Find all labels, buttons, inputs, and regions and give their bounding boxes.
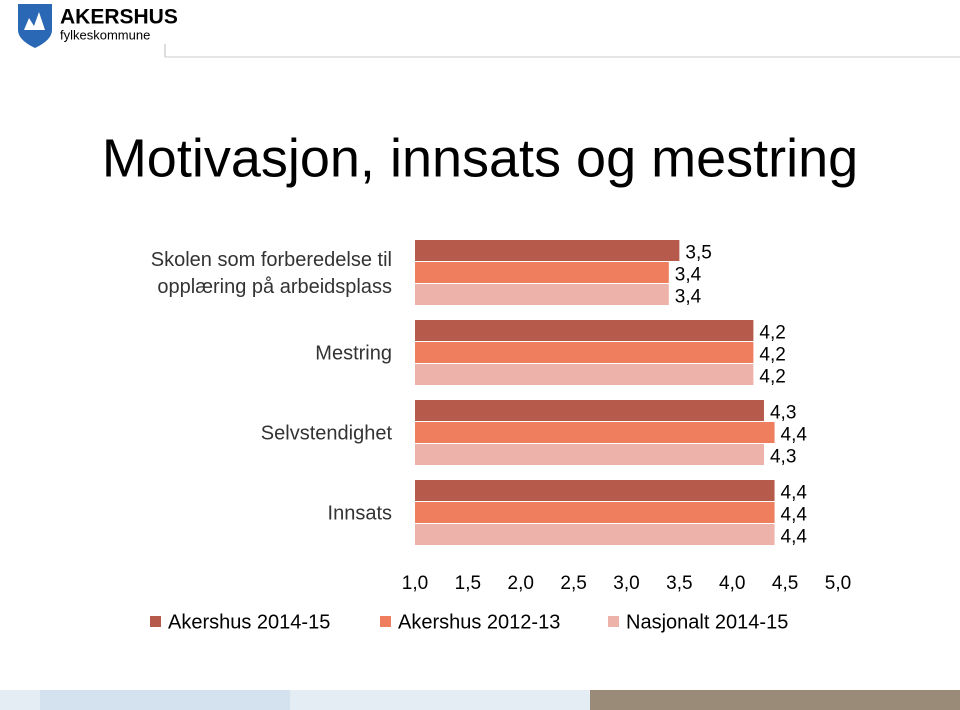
logo-mark — [24, 12, 45, 30]
legend-swatch — [608, 616, 619, 627]
legend-label: Akershus 2014-15 — [168, 611, 330, 633]
chart-title: Motivasjon, innsats og mestring — [102, 128, 858, 188]
x-tick-label: 1,0 — [402, 573, 428, 594]
x-tick-label: 3,0 — [613, 573, 639, 594]
legend-label: Nasjonalt 2014-15 — [626, 611, 788, 633]
bar — [415, 364, 754, 385]
brand: AKERSHUS — [60, 6, 178, 29]
value-label: 4,2 — [759, 323, 785, 344]
brand-sub: fylkeskommune — [60, 27, 150, 42]
category-label: Skolen som forberedelse til opplæring på… — [150, 248, 392, 298]
value-label: 4,4 — [781, 483, 808, 504]
value-label: 4,3 — [770, 447, 796, 468]
bar — [415, 444, 764, 465]
footer-photo — [590, 690, 960, 710]
footer-block — [40, 690, 290, 710]
bar — [415, 320, 754, 341]
x-tick-label: 2,5 — [560, 573, 586, 594]
x-tick-label: 4,0 — [719, 573, 745, 594]
category-label: Mestring — [315, 342, 392, 364]
category-label: Innsats — [327, 502, 392, 524]
value-label: 3,5 — [685, 243, 711, 264]
x-tick-label: 5,0 — [825, 573, 851, 594]
bar — [415, 524, 775, 545]
x-tick-label: 4,5 — [772, 573, 798, 594]
bar — [415, 400, 764, 421]
bar — [415, 262, 669, 283]
bar — [415, 502, 775, 523]
value-label: 4,4 — [781, 505, 808, 526]
x-tick-label: 3,5 — [666, 573, 692, 594]
value-label: 4,4 — [781, 527, 808, 548]
legend-swatch — [150, 616, 161, 627]
bar — [415, 284, 669, 305]
value-label: 3,4 — [675, 265, 702, 286]
legend-label: Akershus 2012-13 — [398, 611, 560, 633]
bar — [415, 240, 680, 261]
value-label: 4,3 — [770, 403, 796, 424]
legend-swatch — [380, 616, 391, 627]
x-tick-label: 2,0 — [508, 573, 534, 594]
bar — [415, 480, 775, 501]
bar — [415, 422, 775, 443]
category-label: Selvstendighet — [260, 422, 392, 444]
value-label: 3,4 — [675, 287, 702, 308]
value-label: 4,2 — [759, 345, 785, 366]
value-label: 4,2 — [759, 367, 785, 388]
bar — [415, 342, 754, 363]
x-tick-label: 1,5 — [455, 573, 481, 594]
value-label: 4,4 — [781, 425, 808, 446]
